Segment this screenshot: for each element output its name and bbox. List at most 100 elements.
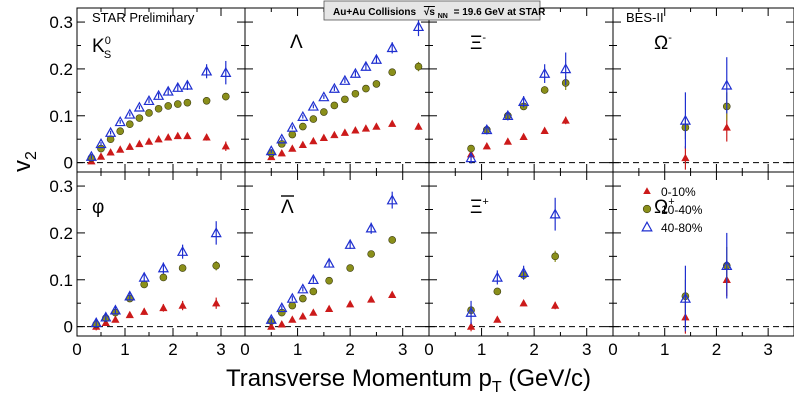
data-point-40-80 — [85, 150, 98, 161]
data-point-40-80 — [176, 245, 189, 256]
data-point-0-10 — [221, 142, 230, 150]
data-point-40-80 — [386, 41, 398, 53]
particle-label-antilambda: Λ — [281, 197, 294, 218]
data-point-10-40 — [388, 68, 397, 76]
x-tick-label: 3 — [216, 340, 225, 359]
data-point-10-40 — [116, 127, 124, 136]
data-point-40-80 — [265, 145, 277, 156]
data-point-10-40 — [288, 130, 297, 139]
data-point-10-40 — [362, 84, 370, 93]
x-tick-label: 0 — [424, 340, 433, 359]
data-point-40-80 — [491, 271, 503, 282]
data-point-0-10 — [330, 130, 339, 139]
data-point-40-80 — [518, 266, 530, 278]
data-point-40-80 — [502, 109, 514, 121]
panel-4: 0 0.1 0.2 0.3 0 1 2 3 — [49, 171, 246, 359]
data-point-40-80 — [307, 273, 319, 285]
data-point-10-40 — [346, 264, 354, 272]
data-point-40-80 — [124, 108, 136, 119]
data-point-10-40 — [388, 236, 397, 244]
data-point-40-80 — [286, 121, 298, 132]
x-tick-label: 2 — [345, 340, 354, 359]
data-point-0-10 — [288, 144, 297, 152]
collision-banner: Au+Au Collisions √s NN = 19.6 GeV at STA… — [333, 7, 546, 21]
data-point-40-80 — [318, 91, 330, 102]
data-point-40-80 — [172, 81, 184, 92]
data-point-0-10 — [561, 116, 570, 124]
data-point-40-80 — [265, 313, 277, 324]
data-point-10-40 — [145, 109, 153, 117]
data-point-40-80 — [679, 292, 692, 303]
data-point-0-10 — [340, 128, 349, 136]
data-point-0-10 — [351, 126, 360, 134]
data-point-40-80 — [679, 114, 692, 125]
data-point-10-40 — [164, 102, 172, 110]
data-point-0-10 — [388, 290, 397, 298]
data-point-40-80 — [157, 262, 170, 273]
legend-marker-0-10 — [643, 187, 651, 195]
y-tick-label: 0.1 — [49, 271, 73, 290]
data-point-10-40 — [367, 250, 375, 258]
data-point-40-80 — [95, 138, 107, 149]
panel-1 — [244, 7, 430, 173]
data-point-0-10 — [106, 148, 115, 156]
data-point-10-40 — [551, 252, 559, 261]
data-point-10-40 — [540, 86, 549, 94]
y-axis-label: v2 — [9, 151, 40, 172]
data-point-10-40 — [372, 80, 381, 88]
data-point-0-10 — [367, 295, 376, 303]
data-point-40-80 — [297, 110, 309, 121]
panel-frame — [612, 171, 794, 337]
data-point-10-40 — [493, 287, 502, 296]
data-point-10-40 — [106, 135, 115, 143]
data-point-40-80 — [276, 133, 288, 144]
particle-label-omega-minus: Ω- — [654, 32, 672, 54]
panel-frame — [244, 171, 430, 337]
bes-label: BES-II — [626, 10, 664, 25]
data-point-0-10 — [372, 122, 381, 130]
data-point-0-10 — [277, 149, 286, 157]
data-point-10-40 — [309, 287, 318, 296]
data-point-10-40 — [325, 276, 333, 285]
data-point-40-80 — [286, 292, 298, 303]
data-point-0-10 — [722, 123, 731, 131]
x-tick-label: 0 — [608, 340, 617, 359]
data-point-40-80 — [90, 317, 102, 328]
y-tick-label: 0 — [64, 318, 73, 337]
y-tick-label: 0.3 — [49, 177, 73, 196]
legend-label: 0-10% — [661, 185, 696, 199]
data-point-0-10 — [212, 298, 221, 307]
particle-label-xi-minus: Ξ- — [470, 32, 486, 54]
data-point-0-10 — [493, 315, 502, 323]
data-point-40-80 — [143, 94, 155, 106]
data-point-10-40 — [277, 140, 286, 148]
data-point-40-80 — [465, 152, 477, 163]
panel-frame — [612, 7, 794, 173]
data-point-0-10 — [173, 131, 182, 140]
data-point-0-10 — [159, 303, 168, 312]
data-point-40-80 — [549, 208, 561, 219]
data-point-0-10 — [101, 318, 110, 327]
panel-5: 0 1 2 3 — [240, 171, 430, 359]
data-point-40-80 — [344, 238, 356, 249]
data-point-40-80 — [349, 67, 362, 78]
data-point-40-80 — [276, 302, 288, 313]
data-point-10-40 — [330, 101, 339, 110]
data-point-0-10 — [319, 133, 328, 141]
data-point-10-40 — [212, 261, 220, 270]
panel-2 — [428, 7, 614, 173]
data-point-40-80 — [465, 306, 477, 317]
legend-marker-40-80 — [641, 220, 653, 232]
data-point-40-80 — [297, 283, 309, 294]
particle-label-phi: φ — [92, 197, 104, 218]
particle-label-lambda: Λ — [290, 32, 303, 53]
star-preliminary-label: STAR Preliminary — [92, 10, 195, 25]
data-point-40-80 — [386, 194, 398, 205]
y-tick-label: 0.2 — [49, 224, 73, 243]
x-tick-label: 2 — [168, 340, 177, 359]
data-point-40-80 — [104, 126, 117, 137]
data-point-0-10 — [116, 145, 125, 153]
data-point-40-80 — [114, 116, 126, 127]
data-point-40-80 — [539, 67, 551, 78]
